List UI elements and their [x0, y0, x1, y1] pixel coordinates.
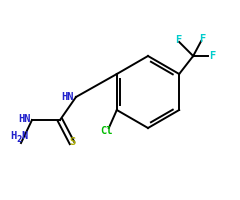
- Text: N: N: [21, 131, 27, 141]
- Text: F: F: [175, 35, 181, 45]
- Text: HN: HN: [18, 114, 31, 124]
- Text: S: S: [70, 137, 76, 147]
- Text: F: F: [209, 51, 215, 61]
- Text: F: F: [199, 34, 205, 44]
- Text: HN: HN: [61, 92, 74, 102]
- Text: 2: 2: [16, 134, 22, 144]
- Text: H: H: [10, 131, 16, 141]
- Text: Cl: Cl: [101, 126, 113, 136]
